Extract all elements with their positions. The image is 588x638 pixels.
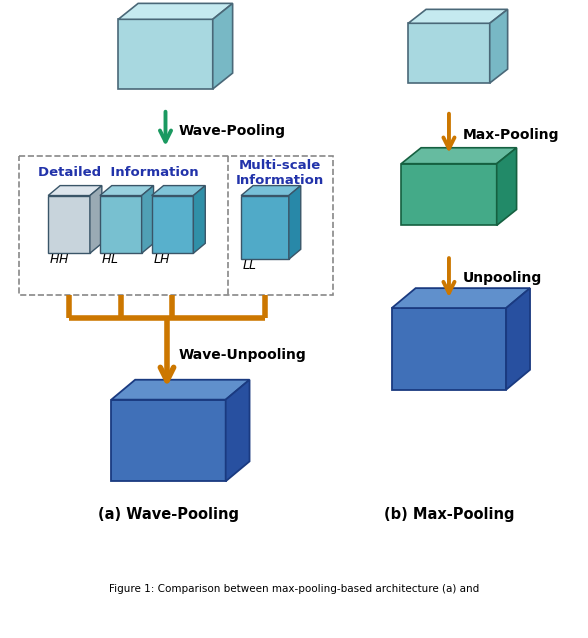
Text: Figure 1: Comparison between max-pooling-based architecture (a) and: Figure 1: Comparison between max-pooling…: [109, 584, 479, 594]
Text: $LH$: $LH$: [152, 253, 171, 266]
Polygon shape: [392, 308, 506, 390]
Text: (b) Max-Pooling: (b) Max-Pooling: [384, 507, 514, 522]
Polygon shape: [241, 186, 301, 195]
Text: Max-Pooling: Max-Pooling: [463, 128, 559, 142]
Polygon shape: [100, 186, 153, 195]
Polygon shape: [48, 195, 90, 253]
Polygon shape: [226, 380, 249, 481]
Text: Detailed  Information: Detailed Information: [38, 166, 199, 179]
Polygon shape: [213, 3, 233, 89]
Polygon shape: [490, 10, 507, 83]
Polygon shape: [118, 3, 233, 19]
Polygon shape: [152, 186, 205, 195]
Polygon shape: [100, 195, 142, 253]
Polygon shape: [118, 19, 213, 89]
Polygon shape: [142, 186, 153, 253]
Polygon shape: [193, 186, 205, 253]
Text: Unpooling: Unpooling: [463, 271, 542, 285]
Polygon shape: [241, 195, 289, 259]
Text: Wave-Pooling: Wave-Pooling: [178, 124, 285, 138]
Polygon shape: [152, 195, 193, 253]
Bar: [19, 156, 333, 295]
Text: Multi-scale
Information: Multi-scale Information: [236, 159, 324, 187]
Text: Wave-Unpooling: Wave-Unpooling: [179, 348, 307, 362]
Polygon shape: [401, 164, 497, 225]
Polygon shape: [90, 186, 102, 253]
Polygon shape: [289, 186, 301, 259]
Polygon shape: [111, 399, 226, 481]
Polygon shape: [506, 288, 530, 390]
Polygon shape: [48, 186, 102, 195]
Text: (a) Wave-Pooling: (a) Wave-Pooling: [98, 507, 239, 522]
Polygon shape: [401, 148, 517, 164]
Polygon shape: [408, 24, 490, 83]
Polygon shape: [111, 380, 249, 399]
Text: $LL$: $LL$: [242, 259, 258, 272]
Text: $HL$: $HL$: [101, 253, 118, 266]
Text: $HH$: $HH$: [49, 253, 69, 266]
Polygon shape: [392, 288, 530, 308]
Polygon shape: [408, 10, 507, 24]
Polygon shape: [497, 148, 517, 225]
